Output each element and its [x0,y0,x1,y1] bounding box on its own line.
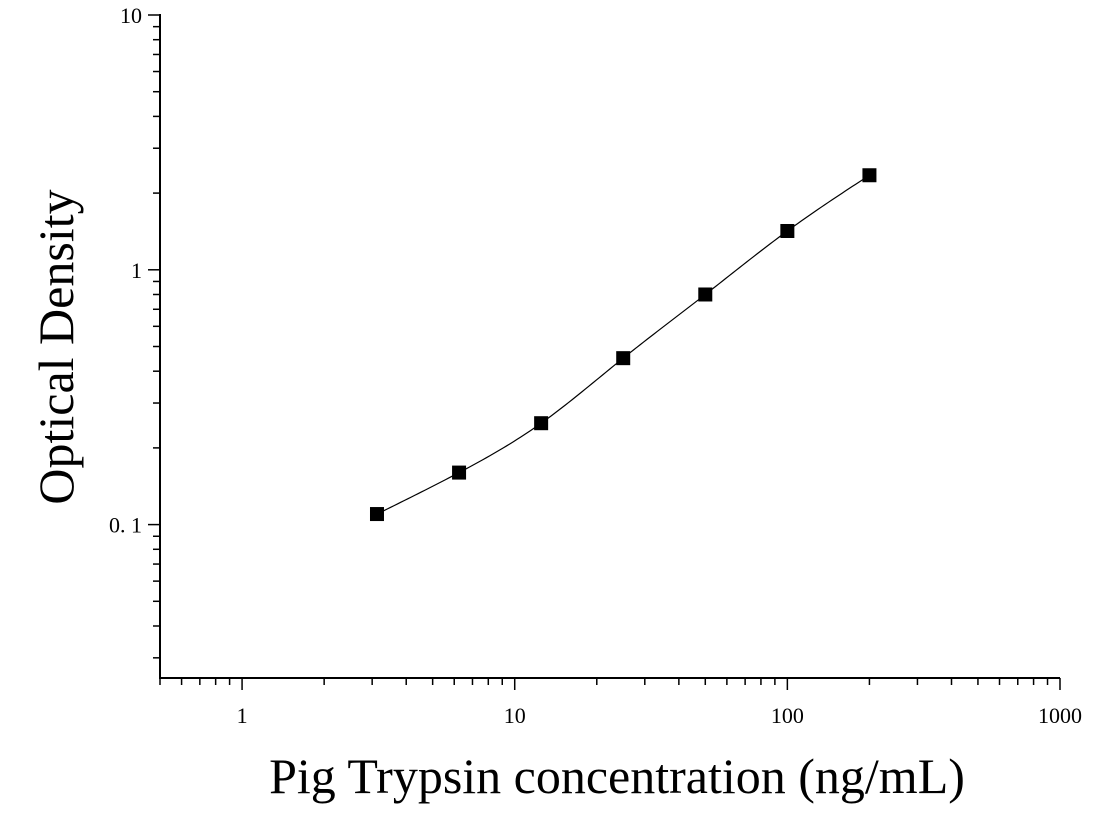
fit-curve-group [376,174,870,515]
data-point [369,507,384,522]
y-tick-label: 10 [120,3,142,28]
data-point [698,287,713,302]
x-tick-label: 100 [771,703,804,728]
data-point [780,223,795,238]
x-tick-label: 1000 [1038,703,1082,728]
x-axis-title: Pig Trypsin concentration (ng/mL) [269,748,965,804]
data-point [534,416,549,431]
fit-curve [376,174,870,515]
y-axis-title: Optical Density [28,189,84,504]
axes [159,14,1060,679]
data-point [862,168,877,183]
x-ticks: 1 10 100 1000 [159,678,1082,728]
x-tick-label: 10 [504,703,526,728]
y-tick-label: 0. 1 [109,513,142,538]
y-tick-label: 1 [131,258,142,283]
data-point [452,465,467,480]
data-points [369,168,877,522]
data-point [616,351,631,366]
x-tick-label: 1 [237,703,248,728]
y-ticks: 0. 1 1 10 [109,3,160,659]
